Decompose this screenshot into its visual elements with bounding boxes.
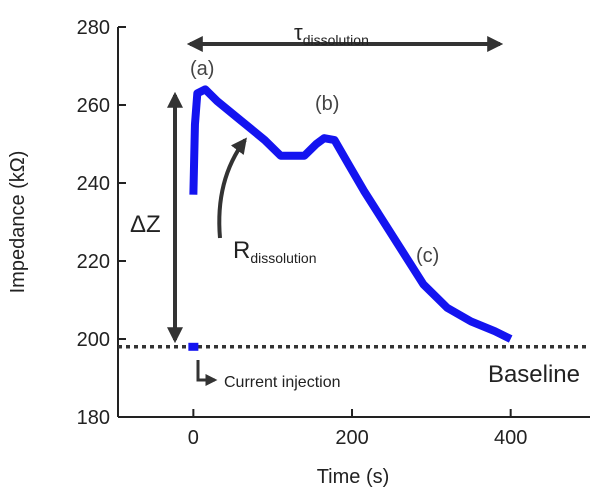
y-tick-label: 260 bbox=[77, 95, 110, 117]
annotation: (b) bbox=[315, 93, 339, 115]
baseline-label: Baseline bbox=[488, 361, 580, 388]
y-tick-label: 220 bbox=[77, 251, 110, 273]
rate-symbol: R bbox=[233, 237, 250, 264]
tau-symbol: τ bbox=[294, 20, 303, 45]
y-tick-label: 180 bbox=[77, 407, 110, 429]
y-tick-label: 200 bbox=[77, 329, 110, 351]
rate-arrow bbox=[217, 137, 247, 239]
y-tick-label: 280 bbox=[77, 17, 110, 39]
injection-label: Current injection bbox=[224, 374, 341, 391]
annotation: (c) bbox=[416, 245, 439, 267]
rate-label: Rdissolution bbox=[233, 237, 317, 266]
x-axis-label: Time (s) bbox=[317, 466, 390, 488]
data-line bbox=[189, 85, 513, 343]
x-tick-label: 200 bbox=[335, 427, 368, 449]
annotation: ΔZ bbox=[130, 211, 161, 238]
annotation: (a) bbox=[190, 58, 214, 80]
y-tick-label: 240 bbox=[77, 173, 110, 195]
rate-sub: dissolution bbox=[250, 250, 316, 266]
x-tick-label: 400 bbox=[494, 427, 527, 449]
injection-arrow bbox=[196, 360, 218, 386]
tau-label: τdissolution bbox=[294, 20, 369, 48]
y-axis-label: Impedance (kΩ) bbox=[7, 151, 29, 294]
tau-sub: dissolution bbox=[303, 32, 369, 48]
injection-point bbox=[188, 342, 199, 351]
x-tick-label: 0 bbox=[188, 427, 199, 449]
